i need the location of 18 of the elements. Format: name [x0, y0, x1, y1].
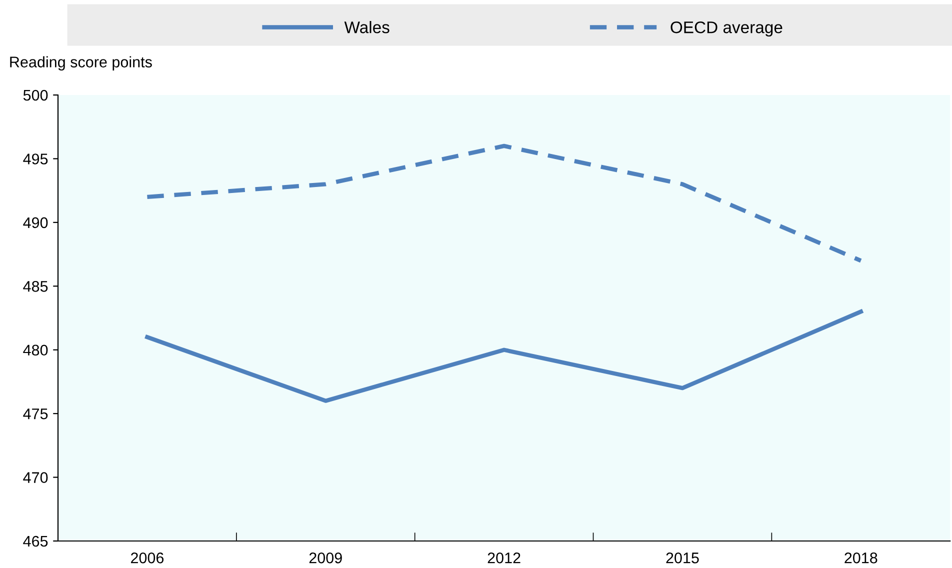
- x-tick-label: 2015: [666, 552, 699, 564]
- x-tick-label: 2009: [309, 552, 342, 564]
- legend-label: Wales: [344, 21, 390, 34]
- y-tick-label: 495: [23, 154, 48, 164]
- x-tick-label: 2012: [488, 552, 520, 564]
- y-tick-label: 465: [23, 536, 48, 547]
- line-series: [145, 310, 863, 403]
- y-tick-label: 490: [23, 217, 48, 228]
- x-tick-label: 2018: [844, 552, 878, 564]
- x-tick-label: 2006: [130, 552, 164, 564]
- y-tick-label: 470: [23, 472, 48, 483]
- y-tick-label: 480: [23, 344, 48, 356]
- y-tick-label: 475: [23, 408, 48, 420]
- y-tick-label: 485: [23, 281, 48, 292]
- y-tick-label: 500: [23, 90, 48, 101]
- legend-label: OECD average: [670, 21, 782, 37]
- y-axis-title: Reading score points: [10, 56, 152, 70]
- line-series: [145, 144, 863, 263]
